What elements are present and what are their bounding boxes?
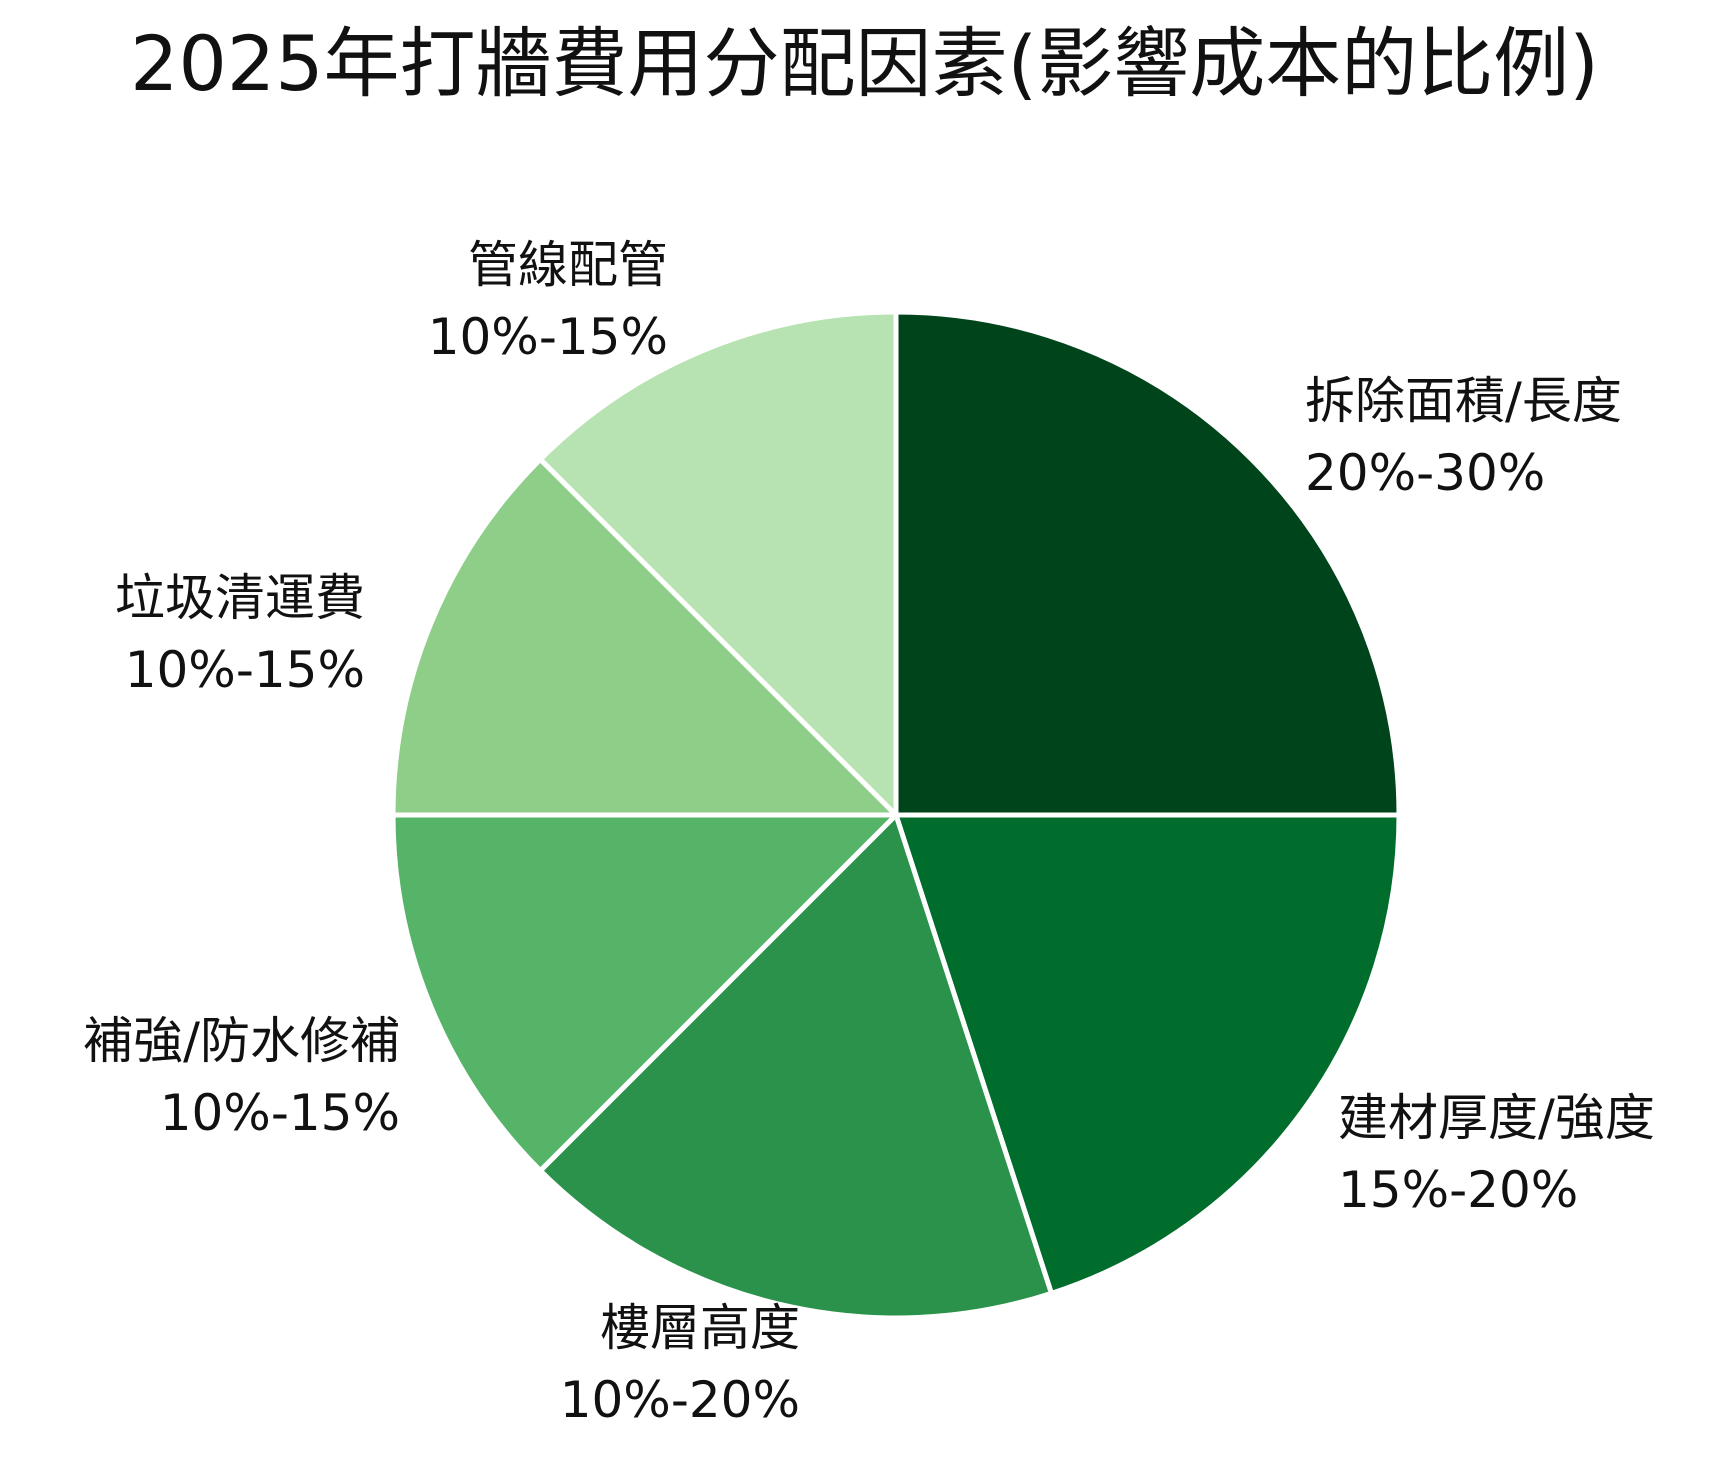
chart-title: 2025年打牆費用分配因素(影響成本的比例) (130, 19, 1599, 108)
slice-label-range-1: 20%-30% (1305, 444, 1545, 502)
slice-label-range-4: 10%-15% (160, 1084, 400, 1142)
pie-slice-6 (537, 309, 899, 818)
pie-slice-5 (390, 456, 899, 818)
pie-slice-3 (537, 812, 1054, 1321)
pie-slice-2 (893, 812, 1402, 1296)
slice-label-name-4: 補強/防水修補 (83, 1012, 400, 1070)
slice-label-name-6: 管線配管 (468, 236, 668, 294)
slice-label-name-5: 垃圾清運費 (115, 569, 365, 627)
slice-label-name-2: 建材厚度/強度 (1338, 1089, 1655, 1147)
slice-label-range-6: 10%-15% (428, 308, 668, 366)
slice-label-range-2: 15%-20% (1338, 1161, 1578, 1219)
slice-label-range-5: 10%-15% (125, 641, 365, 699)
slice-label-name-1: 拆除面積/長度 (1305, 372, 1622, 430)
slice-label-range-3: 10%-20% (560, 1371, 800, 1429)
pie-slice-4 (390, 812, 899, 1174)
slice-label-name-3: 樓層高度 (600, 1299, 800, 1357)
pie-slice-1 (893, 309, 1402, 818)
